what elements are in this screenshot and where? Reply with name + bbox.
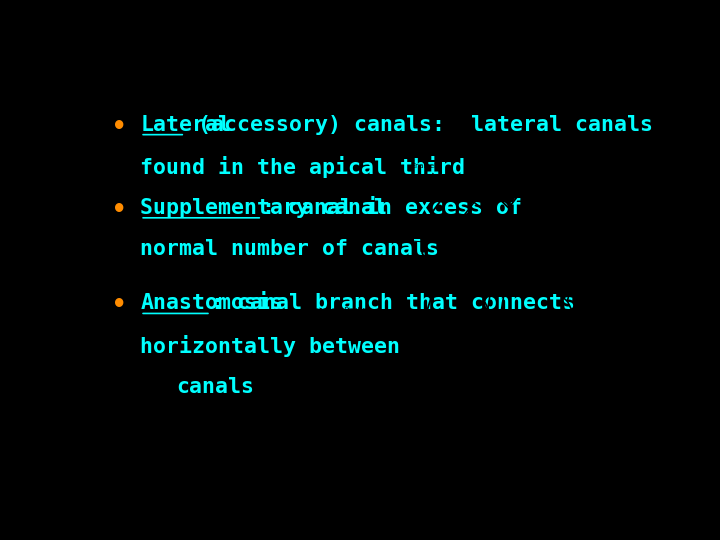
- Text: Pulp  Canal: Pulp Canal: [588, 312, 657, 329]
- Text: Apical  Foramina: Apical Foramina: [588, 477, 675, 488]
- Text: •: •: [112, 198, 127, 222]
- Text: Anastomosis: Anastomosis: [577, 403, 662, 422]
- Text: horizontally between: horizontally between: [140, 335, 400, 357]
- Text: Lateral: Lateral: [140, 114, 231, 134]
- Text: found in the apical third: found in the apical third: [140, 156, 465, 178]
- Text: Pulp Horn: Pulp Horn: [611, 233, 662, 244]
- Text: Pulp  Chamber: Pulp Chamber: [588, 270, 668, 292]
- Text: : canal in excess of: : canal in excess of: [262, 198, 522, 218]
- Text: Chamber Roof: Chamber Roof: [330, 233, 454, 245]
- Text: Secondary Dentin: Secondary Dentin: [307, 307, 482, 321]
- Text: Supplementary canal: Supplementary canal: [140, 198, 387, 218]
- Text: Dentin: Dentin: [601, 163, 665, 195]
- Text: (accessory) canals:  lateral canals: (accessory) canals: lateral canals: [185, 114, 653, 134]
- Text: Chamber Floor: Chamber Floor: [328, 270, 478, 292]
- Text: •: •: [112, 114, 127, 139]
- Text: Enamel: Enamel: [412, 163, 462, 200]
- Text: Root Apex: Root Apex: [354, 476, 472, 488]
- Text: Anastomosis: Anastomosis: [140, 294, 283, 314]
- Text: •: •: [112, 294, 127, 318]
- Text: Supplementary  Canal: Supplementary Canal: [598, 440, 693, 456]
- Text: normal number of canals: normal number of canals: [140, 239, 439, 259]
- Text: Cementum: Cementum: [605, 346, 667, 357]
- Text: : canal branch that connects: : canal branch that connects: [211, 294, 575, 314]
- Text: Lateral Canal: Lateral Canal: [312, 383, 423, 389]
- Text: canals: canals: [176, 377, 254, 397]
